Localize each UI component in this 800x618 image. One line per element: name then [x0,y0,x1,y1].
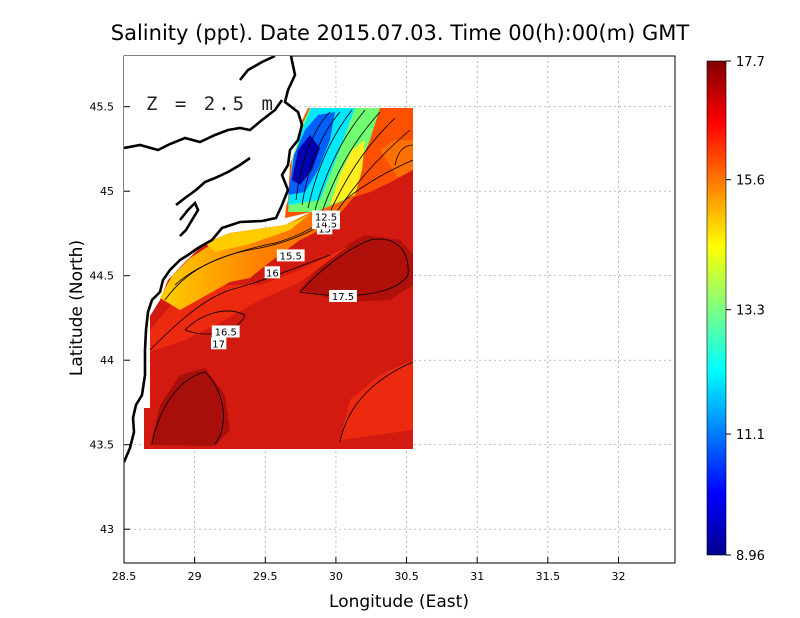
salinity-field [124,56,414,460]
contour-line [394,144,414,166]
colorbar-tick-label: 13.3 [736,304,765,319]
depth-annotation: Z = 2.5 m [146,93,276,115]
contour-line [337,129,411,211]
contour-line [299,238,409,297]
y-tick-label: 45.5 [90,101,115,114]
salinity-plume-yellow-east [330,140,365,205]
chart-title: Salinity (ppt). Date 2015.07.03. Time 00… [111,21,690,45]
salinity-band-east [340,360,413,440]
salinity-plume-core [292,135,320,185]
contour-label: 14.5 [315,219,337,230]
land-mask [124,56,300,460]
y-tick-label: 44 [100,354,114,367]
contour-label: 16.5 [215,327,237,338]
colorbar-ticks: 17.7 15.6 13.3 11.1 8.96 [726,55,765,564]
contour-label-bg [312,210,340,223]
contour-line [295,111,331,201]
x-axis-ticks: 28.5 29 29.5 30 30.5 31 31.5 32 [112,557,625,583]
colorbar-tick-label: 17.7 [736,55,765,70]
x-axis-label: Longitude (East) [329,592,469,612]
y-axis-ticks: 43 43.5 44 44.5 45 45.5 [90,101,130,536]
x-tick-label: 30.5 [394,570,419,583]
contour-line [164,217,336,301]
salinity-band-shelf [150,245,350,352]
y-tick-label: 43.5 [90,439,115,452]
colorbar [706,60,727,556]
y-tick-label: 43 [100,523,114,536]
coastline [124,56,304,463]
contour-line [339,361,414,443]
contour-line [321,111,381,213]
contour-label: 17 [212,339,225,350]
coastline-lagoon [178,200,200,237]
y-tick-label: 44.5 [90,270,115,283]
coastline-main [124,56,304,463]
contour-label-bg [211,325,240,338]
x-tick-label: 31.5 [536,570,561,583]
y-axis-label: Latitude (North) [67,240,87,376]
salinity-shelf-yellow [205,214,310,252]
x-tick-label: 29.5 [253,570,278,583]
contour-label: 15 [318,224,331,235]
x-tick-label: 31 [470,570,484,583]
x-tick-label: 29 [188,570,202,583]
contour-line [151,371,224,445]
coastline-river [238,56,276,81]
colorbar-tick-label: 8.96 [736,549,765,564]
x-tick-label: 28.5 [112,570,137,583]
y-tick-label: 45 [100,185,114,198]
coastline-bay-north [124,99,284,152]
contour-line [314,109,366,211]
salinity-core-northeast [300,235,413,302]
contour-label: 15.5 [280,251,302,262]
contour-label: 17.5 [332,292,354,303]
contour-label-bg [210,337,227,350]
contour-label: 16 [266,268,279,279]
contour-line [184,310,246,335]
x-tick-label: 30 [329,570,343,583]
colorbar-tick-label: 11.1 [736,428,765,443]
contour-label-bg [329,289,357,302]
contour-lines [149,109,414,445]
salinity-shelf-orange [160,190,360,310]
x-tick-label: 32 [611,570,625,583]
coastline-estuary [175,156,251,207]
contour-line [149,254,331,351]
contour-line [307,109,353,209]
colorbar-tick-label: 15.6 [736,174,765,189]
contour-line [344,159,414,201]
contour-line [301,111,341,206]
salinity-core-southwest [150,368,230,446]
contour-line [329,117,396,213]
contour-label-bg [264,266,281,279]
contour-label: 12.5 [315,213,337,224]
contour-label-bg [276,249,305,262]
